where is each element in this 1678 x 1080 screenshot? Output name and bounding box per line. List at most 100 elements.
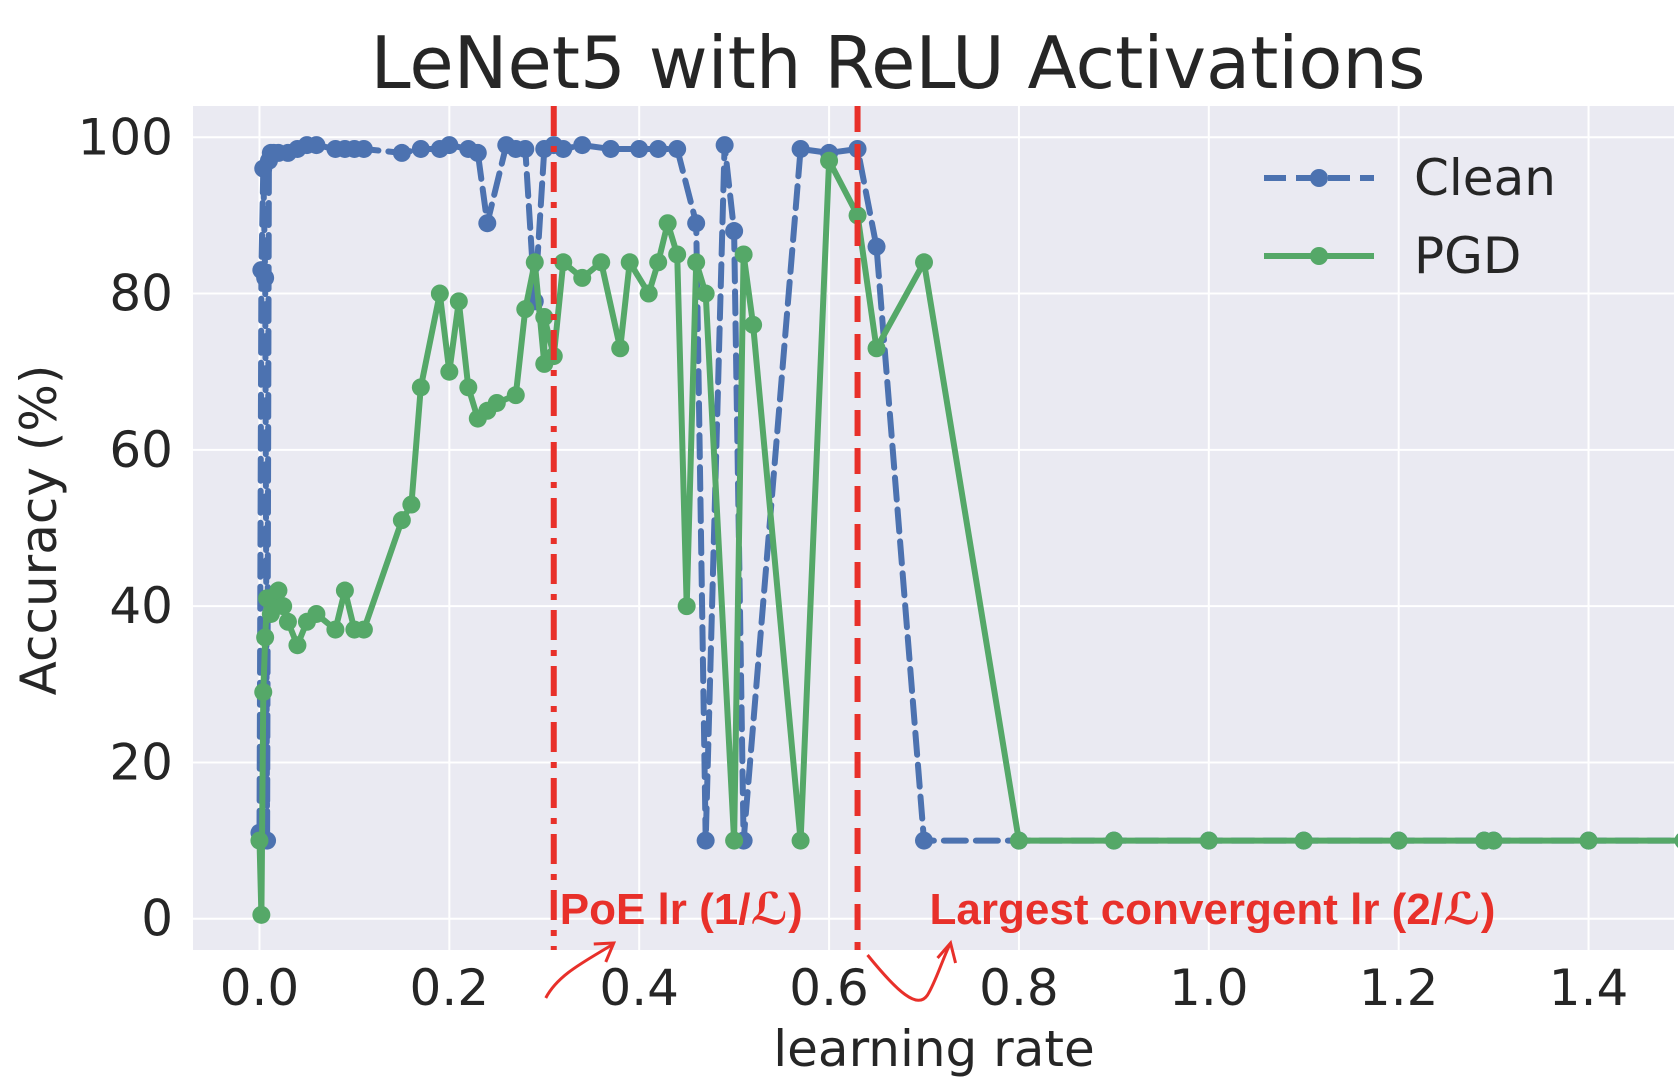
data-point-pgd — [440, 362, 459, 381]
data-point-pgd — [744, 315, 763, 334]
data-point-pgd — [915, 253, 934, 272]
y-axis-ticks: 0 20 40 60 80 100 — [78, 108, 173, 947]
data-point-pgd — [254, 683, 273, 702]
data-point-clean — [478, 214, 497, 233]
series-pgd — [250, 151, 1678, 924]
y-tick-label: 60 — [109, 421, 173, 479]
data-point-clean — [554, 139, 573, 158]
data-point-pgd — [1199, 831, 1218, 850]
x-tick-label: 1.4 — [1549, 959, 1629, 1017]
data-point-clean — [411, 139, 430, 158]
x-tick-label: 0.8 — [979, 959, 1059, 1017]
data-point-pgd — [430, 284, 449, 303]
data-point-pgd — [525, 253, 544, 272]
data-point-pgd — [288, 636, 307, 655]
data-point-pgd — [791, 831, 810, 850]
data-point-pgd — [658, 214, 677, 233]
x-tick-label: 0.2 — [410, 959, 490, 1017]
data-point-clean — [715, 136, 734, 155]
x-tick-label: 0.0 — [220, 959, 300, 1017]
data-point-pgd — [649, 253, 668, 272]
data-point-clean — [468, 143, 487, 162]
y-tick-label: 0 — [141, 890, 173, 948]
data-point-clean — [791, 139, 810, 158]
data-point-pgd — [402, 495, 421, 514]
data-point-pgd — [459, 378, 478, 397]
data-point-pgd — [620, 253, 639, 272]
y-tick-label: 40 — [109, 577, 173, 635]
x-tick-label: 1.0 — [1169, 959, 1249, 1017]
data-point-pgd — [639, 284, 658, 303]
data-point-clean — [630, 139, 649, 158]
x-axis-ticks: 0.0 0.2 0.4 0.6 0.8 1.0 1.2 1.4 — [220, 959, 1629, 1017]
x-tick-label: 1.2 — [1359, 959, 1439, 1017]
data-point-pgd — [252, 905, 271, 924]
data-point-pgd — [668, 245, 687, 264]
data-point-pgd — [269, 581, 288, 600]
data-point-pgd — [449, 292, 468, 311]
data-point-pgd — [687, 253, 706, 272]
data-point-pgd — [250, 831, 269, 850]
data-point-pgd — [1294, 831, 1313, 850]
data-point-clean — [256, 268, 275, 287]
data-point-pgd — [307, 604, 326, 623]
x-tick-label: 0.6 — [789, 959, 869, 1017]
data-point-pgd — [274, 597, 293, 616]
y-tick-label: 20 — [109, 733, 173, 791]
data-point-clean — [725, 222, 744, 241]
annotations: PoE lr (1/ℒ) Largest convergent lr (2/ℒ) — [544, 885, 1496, 1002]
x-tick-label: 0.4 — [599, 959, 679, 1017]
data-point-pgd — [554, 253, 573, 272]
data-point-pgd — [734, 245, 753, 264]
data-point-pgd — [506, 386, 525, 405]
data-point-clean — [601, 139, 620, 158]
vline-layer — [550, 106, 861, 950]
data-point-pgd — [535, 308, 554, 326]
data-point-pgd — [592, 253, 611, 272]
arrowhead-largest-convergent-lr — [936, 939, 958, 964]
data-point-pgd — [487, 393, 506, 412]
data-point-pgd — [725, 831, 744, 850]
data-point-pgd — [1104, 831, 1123, 850]
data-point-clean — [354, 139, 373, 158]
legend-marker-pgd — [1310, 247, 1328, 265]
data-point-clean — [573, 136, 592, 155]
data-point-pgd — [411, 378, 430, 397]
legend-marker-clean — [1310, 169, 1328, 187]
chart-title: LeNet5 with ReLU Activations — [370, 21, 1425, 105]
arrow-poe-lr — [544, 943, 613, 999]
y-axis-label: Accuracy (%) — [10, 365, 68, 696]
annotation-poe-lr: PoE lr (1/ℒ) — [560, 885, 803, 934]
data-point-pgd — [867, 339, 886, 358]
legend-label-clean: Clean — [1414, 149, 1556, 207]
data-point-clean — [307, 136, 326, 155]
series-layer — [250, 136, 1678, 924]
legend: Clean PGD — [1264, 149, 1556, 285]
data-point-clean — [392, 143, 411, 162]
data-point-pgd — [611, 339, 630, 358]
arrow-largest-convergent-lr — [866, 944, 951, 1002]
data-point-pgd — [848, 206, 867, 225]
data-point-pgd — [256, 628, 275, 647]
data-point-pgd — [278, 612, 297, 631]
data-point-clean — [516, 139, 535, 158]
data-point-pgd — [326, 620, 345, 639]
data-point-pgd — [1674, 833, 1678, 848]
data-point-clean — [649, 139, 668, 158]
data-point-clean — [668, 139, 687, 158]
data-point-pgd — [392, 511, 411, 530]
x-axis-label: learning rate — [773, 1020, 1094, 1078]
data-point-pgd — [677, 597, 696, 616]
data-point-clean — [440, 136, 459, 155]
y-tick-label: 80 — [109, 265, 173, 323]
data-point-pgd — [820, 151, 839, 170]
data-point-pgd — [335, 581, 354, 600]
data-point-pgd — [573, 268, 592, 287]
data-point-clean — [915, 831, 934, 850]
data-point-pgd — [696, 284, 715, 303]
data-point-clean — [867, 237, 886, 256]
data-point-pgd — [1009, 831, 1028, 850]
annotation-largest-convergent-lr: Largest convergent lr (2/ℒ) — [930, 885, 1496, 934]
data-point-clean — [696, 831, 715, 850]
